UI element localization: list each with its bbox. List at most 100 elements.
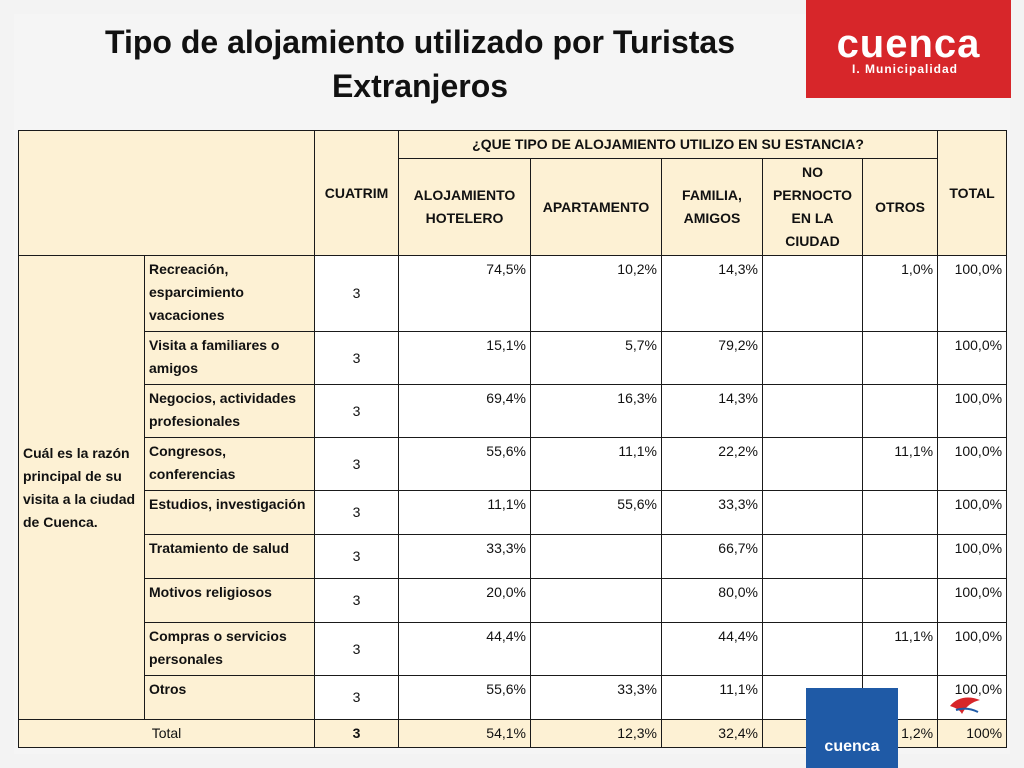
cell-no-pernocto <box>762 437 863 491</box>
cell-familia: 11,1% <box>661 675 763 720</box>
cell-apartamento: 11,1% <box>530 437 662 491</box>
table-row: Negocios, actividades profesionales 3 69,4… <box>19 384 1008 438</box>
cell-familia: 14,3% <box>661 384 763 438</box>
header-col-familia: FAMILIA, AMIGOS <box>661 158 763 256</box>
header-row-1: CUATRIM ¿QUE TIPO DE ALOJAMIENTO UTILIZO… <box>18 130 1008 256</box>
cell-no-pernocto <box>762 490 863 535</box>
cell-hotel: 15,1% <box>398 331 531 385</box>
row-label: Visita a familiares o amigos <box>144 331 315 385</box>
cell-otros <box>861 578 939 623</box>
cell-total: 100,0% <box>937 675 1008 720</box>
table-row: Visita a familiares o amigos 3 15,1% 5,7% 79… <box>19 331 1008 385</box>
total-cuatrim: 3 <box>314 719 399 748</box>
accommodation-table: CUATRIM ¿QUE TIPO DE ALOJAMIENTO UTILIZO… <box>18 130 1008 748</box>
cell-apartamento: 55,6% <box>530 490 662 535</box>
cell-total: 100,0% <box>937 490 1008 535</box>
header-row-2: ALOJAMIENTO HOTELERO APARTAMENTO FAMILIA… <box>19 158 1007 256</box>
cell-otros <box>861 331 939 385</box>
category-cell: Cuál es la razón principal de su visita … <box>18 255 145 720</box>
cell-total: 100,0% <box>937 622 1008 676</box>
logo-word: cuenca <box>836 22 981 66</box>
header-total: TOTAL <box>937 130 1008 256</box>
cell-apartamento: 5,7% <box>530 331 662 385</box>
cell-apartamento: 10,2% <box>530 255 662 332</box>
cell-cuatrim: 3 <box>314 255 399 332</box>
table-row: Congresos, conferencias 3 55,6% 11,1% 22,2% 1… <box>19 437 1008 491</box>
header-group: ¿QUE TIPO DE ALOJAMIENTO UTILIZO EN SU E… <box>397 130 939 159</box>
table-row: Compras o servicios personales 3 44,4% 44,4… <box>19 622 1008 676</box>
header-col-apartamento: APARTAMENTO <box>530 158 662 256</box>
cell-cuatrim: 3 <box>314 437 399 491</box>
header-col-otros: OTROS <box>861 158 939 256</box>
cell-cuatrim: 3 <box>314 534 399 579</box>
row-label: Recreación, esparcimiento vacaciones <box>144 255 315 332</box>
cell-total: 100,0% <box>937 578 1008 623</box>
cell-no-pernocto <box>762 331 863 385</box>
total-cell-apartamento: 12,3% <box>530 719 662 748</box>
total-cell-total: 100% <box>937 719 1008 748</box>
cell-otros <box>861 384 939 438</box>
cell-cuatrim: 3 <box>314 578 399 623</box>
row-label: Congresos, conferencias <box>144 437 315 491</box>
cell-no-pernocto <box>762 384 863 438</box>
total-label: Total <box>18 719 315 748</box>
cell-otros: 11,1% <box>861 622 939 676</box>
table-row: Motivos religiosos 3 20,0% 80,0% 100,0% <box>19 578 1008 623</box>
cell-hotel: 74,5% <box>398 255 531 332</box>
cell-cuatrim: 3 <box>314 622 399 676</box>
row-label: Tratamiento de salud <box>144 534 315 579</box>
table-row: Tratamiento de salud 3 33,3% 66,7% 100,0% <box>19 534 1008 579</box>
cell-cuatrim: 3 <box>314 331 399 385</box>
header-col-hotel: ALOJAMIENTO HOTELERO <box>398 158 531 256</box>
cell-total: 100,0% <box>937 331 1008 385</box>
cell-cuatrim: 3 <box>314 675 399 720</box>
municipality-logo: cuenca I. Municipalidad <box>806 0 1011 98</box>
cell-total: 100,0% <box>937 384 1008 438</box>
cell-familia: 79,2% <box>661 331 763 385</box>
cell-no-pernocto <box>762 534 863 579</box>
cell-familia: 66,7% <box>661 534 763 579</box>
cell-otros <box>861 534 939 579</box>
cell-hotel: 11,1% <box>398 490 531 535</box>
cell-hotel: 44,4% <box>398 622 531 676</box>
bird-icon <box>950 697 980 714</box>
cell-otros <box>861 490 939 535</box>
cell-apartamento <box>530 622 662 676</box>
slide-title: Tipo de alojamiento utilizado por Turist… <box>105 24 735 104</box>
cell-total: 100,0% <box>937 437 1008 491</box>
cell-no-pernocto <box>762 255 863 332</box>
header-blank-cell <box>18 130 315 256</box>
total-cell-familia: 32,4% <box>661 719 763 748</box>
cell-no-pernocto <box>762 578 863 623</box>
cell-familia: 14,3% <box>661 255 763 332</box>
cell-apartamento: 16,3% <box>530 384 662 438</box>
cell-familia: 33,3% <box>661 490 763 535</box>
row-label: Estudios, investigación <box>144 490 315 535</box>
cell-hotel: 69,4% <box>398 384 531 438</box>
cell-hotel: 33,3% <box>398 534 531 579</box>
cell-total: 100,0% <box>937 534 1008 579</box>
cell-familia: 80,0% <box>661 578 763 623</box>
bottom-logo-word: cuenca <box>824 738 880 755</box>
table-row: Cuál es la razón principal de su visita … <box>18 255 1008 720</box>
cell-cuatrim: 3 <box>314 384 399 438</box>
cell-apartamento <box>530 578 662 623</box>
cell-apartamento <box>530 534 662 579</box>
cell-hotel: 20,0% <box>398 578 531 623</box>
row-label: Motivos religiosos <box>144 578 315 623</box>
cell-otros: 11,1% <box>861 437 939 491</box>
cell-otros: 1,0% <box>861 255 939 332</box>
cell-total: 100,0% <box>937 255 1008 332</box>
header-col-no-pernocto: NO PERNOCTO EN LA CIUDAD <box>762 158 863 256</box>
bottom-logo: cuenca <box>806 688 898 768</box>
cell-hotel: 55,6% <box>398 675 531 720</box>
cell-no-pernocto <box>762 622 863 676</box>
cell-familia: 22,2% <box>661 437 763 491</box>
cell-hotel: 55,6% <box>398 437 531 491</box>
row-label: Negocios, actividades profesionales <box>144 384 315 438</box>
logo-subtitle: I. Municipalidad <box>852 62 959 76</box>
header-cuatrim: CUATRIM <box>314 130 399 256</box>
cell-cuatrim: 3 <box>314 490 399 535</box>
total-cell-hotel: 54,1% <box>398 719 531 748</box>
cell-apartamento: 33,3% <box>530 675 662 720</box>
